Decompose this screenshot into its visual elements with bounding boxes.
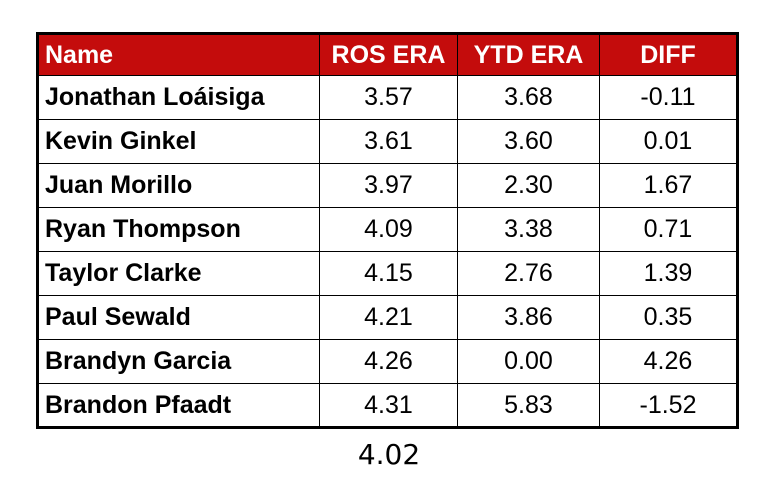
header-row: Name ROS ERA YTD ERA DIFF (37, 33, 738, 76)
ros-era-cell: 4.15 (319, 251, 458, 296)
era-table: Name ROS ERA YTD ERA DIFF Jonathan Loáis… (36, 32, 739, 429)
ytd-era-cell: 3.86 (457, 295, 600, 340)
ytd-era-cell: 2.30 (457, 163, 600, 208)
ros-era-cell: 3.57 (319, 75, 458, 120)
ytd-era-cell: 3.60 (457, 119, 600, 164)
header-ros-era: ROS ERA (319, 33, 458, 76)
table-row: Brandyn Garcia 4.26 0.00 4.26 (37, 339, 738, 384)
ytd-era-cell: 5.83 (457, 383, 600, 428)
diff-cell: 1.67 (599, 163, 738, 208)
diff-cell: 1.39 (599, 251, 738, 296)
table-row: Ryan Thompson 4.09 3.38 0.71 (37, 207, 738, 252)
player-name-cell: Kevin Ginkel (37, 119, 320, 164)
player-name-cell: Paul Sewald (37, 295, 320, 340)
header-name: Name (37, 33, 320, 76)
ros-era-cell: 3.61 (319, 119, 458, 164)
ros-era-cell: 4.09 (319, 207, 458, 252)
player-name-cell: Juan Morillo (37, 163, 320, 208)
diff-cell: 0.71 (599, 207, 738, 252)
ros-era-cell: 4.26 (319, 339, 458, 384)
table-row: Taylor Clarke 4.15 2.76 1.39 (37, 251, 738, 296)
diff-cell: -1.52 (599, 383, 738, 428)
ytd-era-cell: 2.76 (457, 251, 600, 296)
ros-era-cell: 4.31 (319, 383, 458, 428)
table-row: Kevin Ginkel 3.61 3.60 0.01 (37, 119, 738, 164)
player-name-cell: Brandon Pfaadt (37, 383, 320, 428)
diff-cell: -0.11 (599, 75, 738, 120)
header-ytd-era: YTD ERA (457, 33, 600, 76)
table-header: Name ROS ERA YTD ERA DIFF (37, 33, 738, 76)
diff-cell: 0.01 (599, 119, 738, 164)
ros-era-cell: 3.97 (319, 163, 458, 208)
player-name-cell: Brandyn Garcia (37, 339, 320, 384)
player-name-cell: Jonathan Loáisiga (37, 75, 320, 120)
ytd-era-cell: 0.00 (457, 339, 600, 384)
ytd-era-cell: 3.68 (457, 75, 600, 120)
player-name-cell: Ryan Thompson (37, 207, 320, 252)
header-diff: DIFF (599, 33, 738, 76)
table-row: Brandon Pfaadt 4.31 5.83 -1.52 (37, 383, 738, 428)
ytd-era-cell: 3.38 (457, 207, 600, 252)
table-row: Paul Sewald 4.21 3.86 0.35 (37, 295, 738, 340)
diff-cell: 0.35 (599, 295, 738, 340)
table-row: Jonathan Loáisiga 3.57 3.68 -0.11 (37, 75, 738, 120)
diff-cell: 4.26 (599, 339, 738, 384)
table-row: Juan Morillo 3.97 2.30 1.67 (37, 163, 738, 208)
summary-value: 4.02 (357, 438, 421, 471)
ros-era-cell: 4.21 (319, 295, 458, 340)
era-table-container: Name ROS ERA YTD ERA DIFF Jonathan Loáis… (36, 32, 739, 429)
table-body: Jonathan Loáisiga 3.57 3.68 -0.11 Kevin … (37, 75, 738, 428)
player-name-cell: Taylor Clarke (37, 251, 320, 296)
